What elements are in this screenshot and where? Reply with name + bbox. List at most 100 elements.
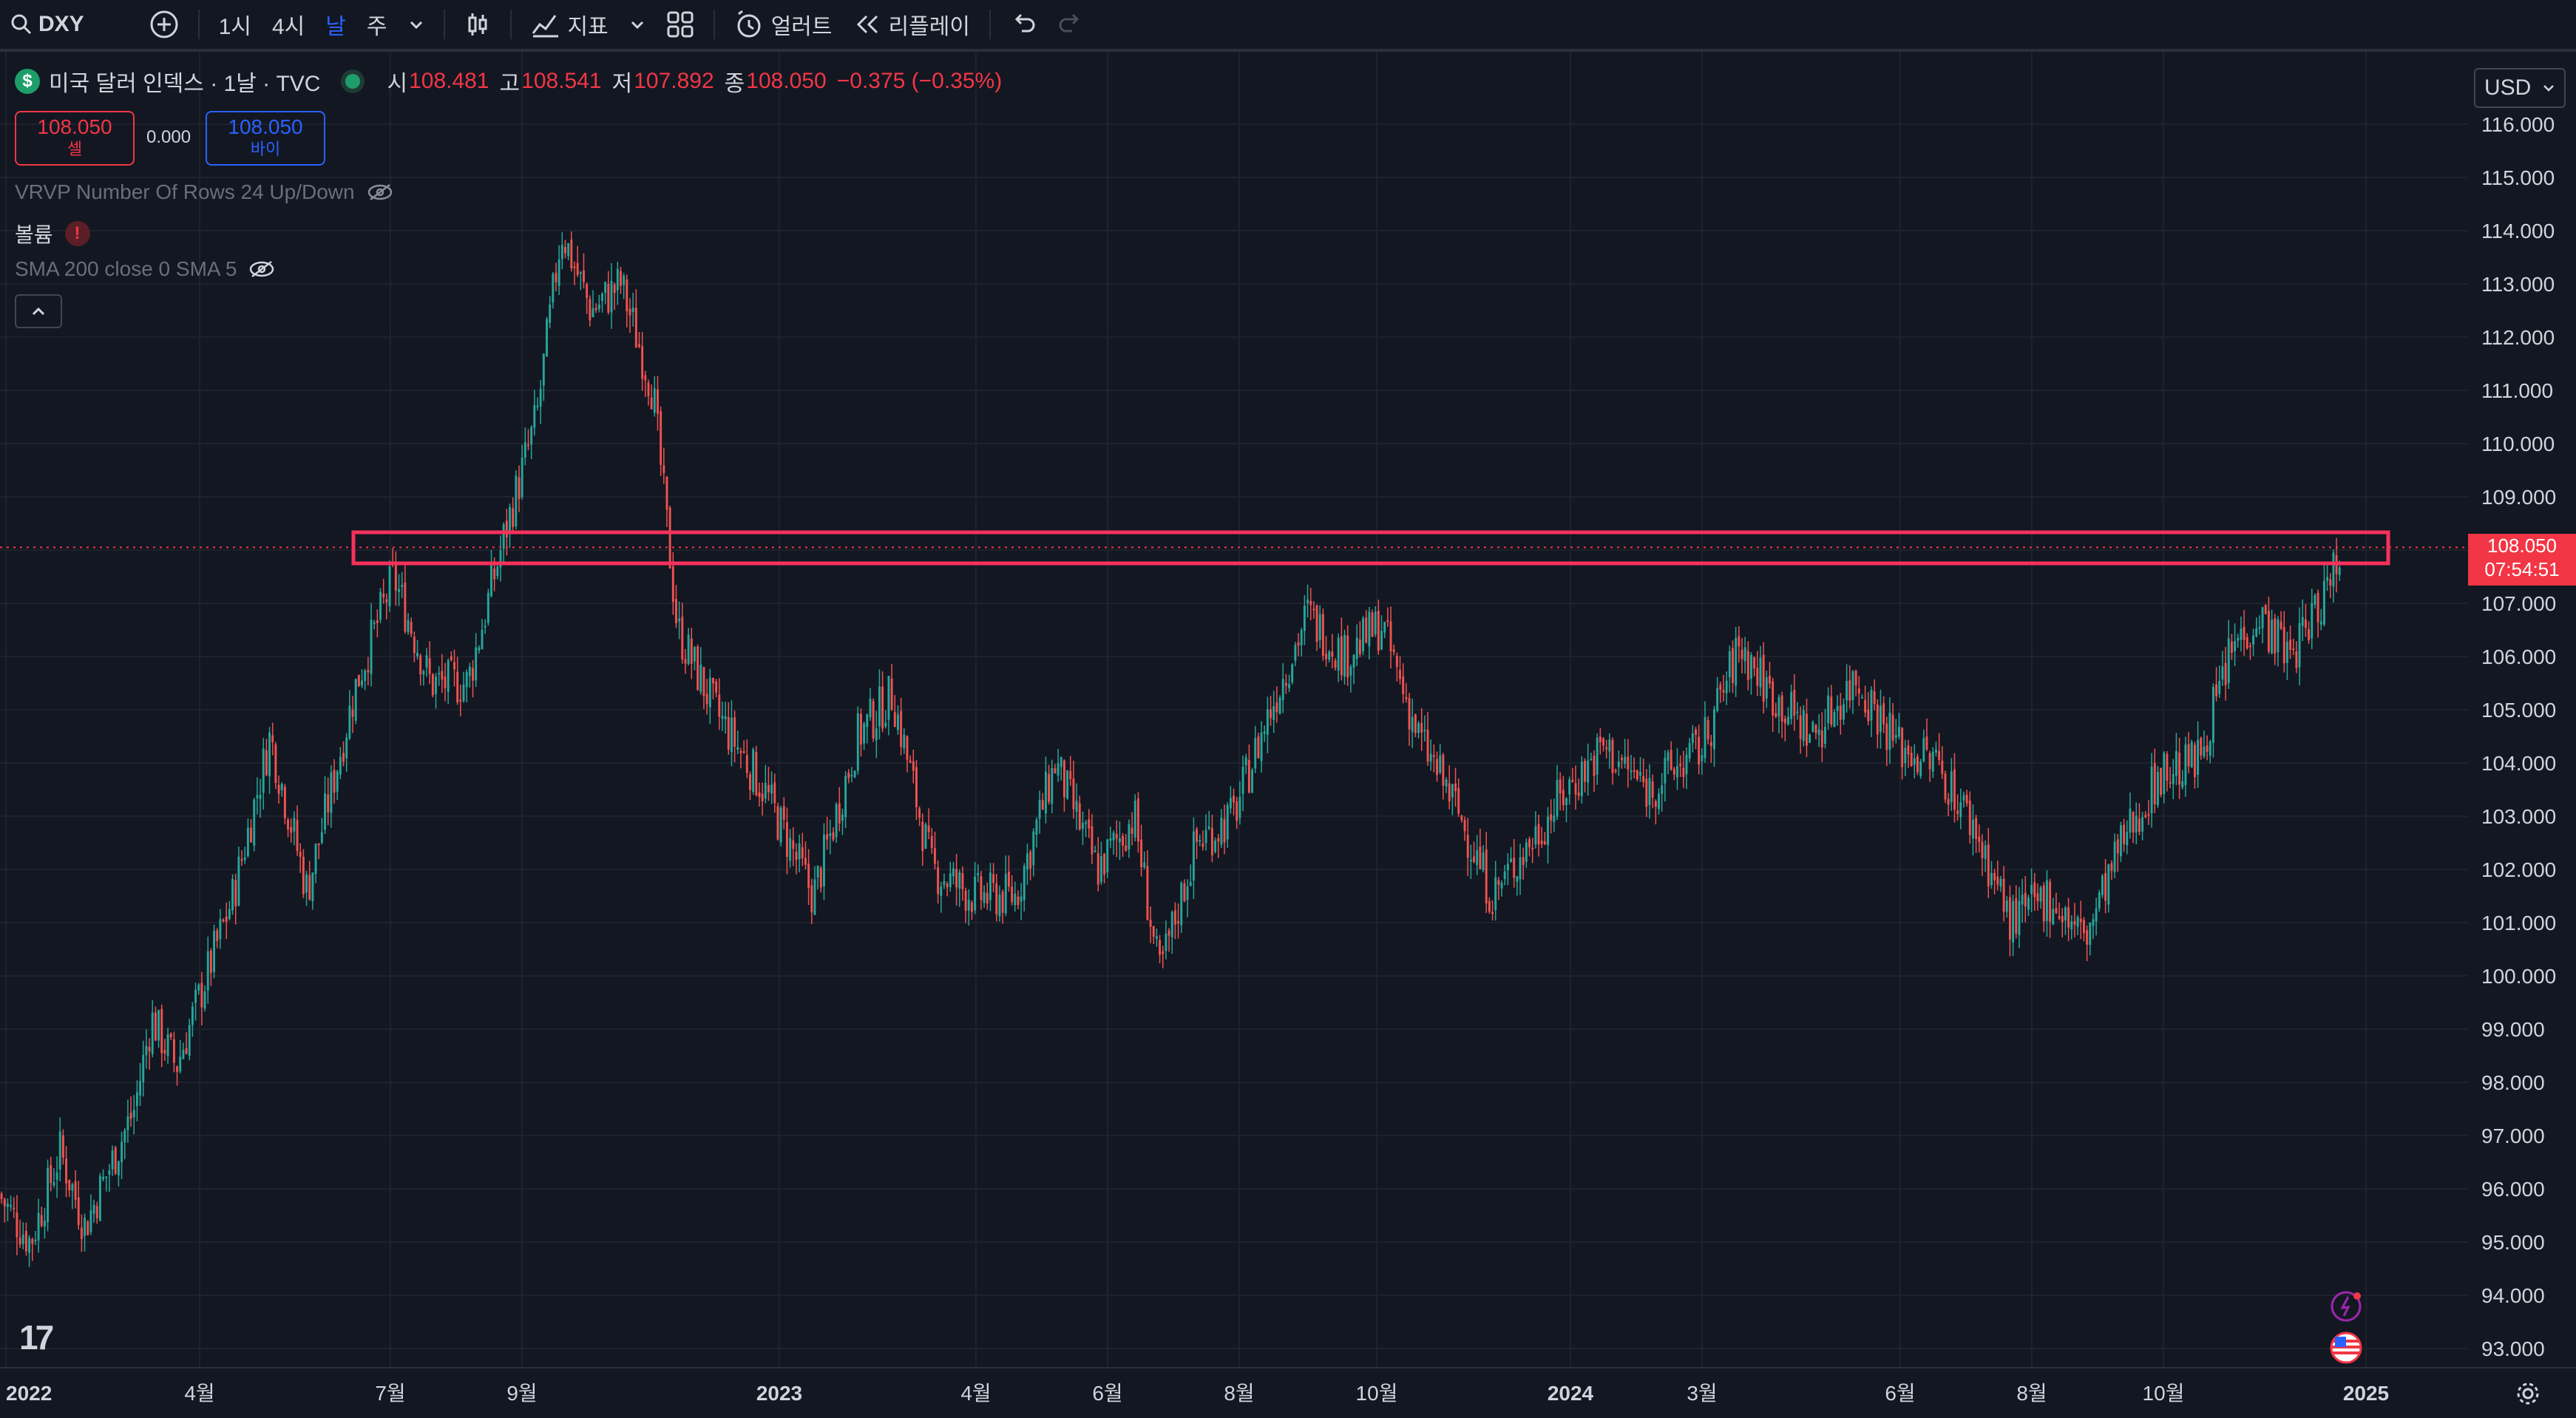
- candle-body: [660, 411, 662, 465]
- chart-type-button[interactable]: [454, 0, 501, 49]
- indicator-volume[interactable]: 볼륨 !: [15, 219, 90, 248]
- candle-body: [1479, 847, 1482, 869]
- eye-hidden-icon[interactable]: [248, 260, 275, 278]
- candle-body: [305, 874, 308, 893]
- candle-body: [2258, 627, 2261, 629]
- candle-body: [705, 693, 708, 705]
- candle-body: [1131, 827, 1133, 834]
- candle-body: [2169, 781, 2172, 784]
- candle-body: [148, 1047, 151, 1052]
- undo-button[interactable]: [1000, 0, 1047, 49]
- currency-selector[interactable]: USD: [2474, 68, 2566, 108]
- symbol-search[interactable]: DXY: [0, 0, 95, 49]
- indicator-sma[interactable]: SMA 200 close 0 SMA 5: [15, 257, 275, 281]
- candle-body: [1048, 773, 1051, 802]
- candle-body: [1654, 801, 1657, 807]
- candle-body: [594, 308, 597, 311]
- price-chart[interactable]: 116.000 115.000 114.000 113.000 112.000 111.0…: [0, 52, 2576, 1418]
- candle-body: [1756, 668, 1759, 686]
- candle-body: [878, 686, 881, 727]
- candle-body: [1608, 739, 1611, 752]
- candle-body: [2282, 626, 2285, 664]
- candle-body: [2175, 750, 2177, 776]
- candle-body: [357, 674, 360, 687]
- candle-body: [1965, 794, 1968, 804]
- candle-body: [1207, 826, 1210, 829]
- candle-body: [810, 885, 813, 912]
- interval-4h[interactable]: 4시: [271, 15, 305, 39]
- candle-body: [80, 1227, 83, 1239]
- candle-body: [1882, 703, 1885, 725]
- candle-body: [927, 825, 930, 832]
- candle-body: [21, 1235, 24, 1244]
- candle-body: [2002, 878, 2005, 912]
- eye-hidden-icon[interactable]: [367, 183, 393, 201]
- candle-body: [182, 1050, 185, 1059]
- candle-body: [2033, 882, 2036, 898]
- interval-1d[interactable]: 날: [325, 15, 346, 39]
- economic-events-button[interactable]: [2329, 1331, 2363, 1365]
- candle-body: [2086, 929, 2089, 945]
- collapse-legend-button[interactable]: [15, 294, 62, 328]
- candle-body: [271, 735, 274, 742]
- alert-button[interactable]: 얼러트: [724, 0, 843, 49]
- replay-button[interactable]: 리플레이: [843, 0, 980, 49]
- candle-body: [2156, 771, 2159, 805]
- candle-body: [1247, 759, 1250, 793]
- candle-body: [835, 804, 838, 838]
- candle-body: [952, 868, 955, 877]
- time-tick-label: 9월: [506, 1382, 537, 1405]
- interval-1w[interactable]: 주: [366, 15, 387, 39]
- price-tick-label: 112.000: [2481, 326, 2555, 349]
- candle-body: [277, 784, 280, 794]
- candle-body: [262, 748, 265, 793]
- indicators-icon: [532, 15, 558, 38]
- redo-button[interactable]: [1047, 0, 1094, 49]
- candle-body: [1334, 660, 1337, 668]
- symbol-title[interactable]: 미국 달러 인덱스 · 1날 · TVC: [49, 72, 321, 96]
- interval-1h[interactable]: 1시: [218, 15, 251, 39]
- candle-body: [1263, 731, 1266, 734]
- chart-settings-button[interactable]: [2511, 1377, 2545, 1411]
- candle-body: [539, 388, 542, 407]
- candle-body: [933, 848, 936, 864]
- close-key: 종: [724, 72, 745, 96]
- candle-body: [1587, 760, 1590, 783]
- interval-dropdown[interactable]: [398, 0, 435, 49]
- candle-body: [1648, 778, 1651, 805]
- candle-body: [2129, 808, 2132, 833]
- candle-body: [1210, 827, 1213, 855]
- candle-body: [1590, 759, 1593, 761]
- candle-body: [792, 840, 795, 849]
- candle-body: [2261, 607, 2264, 628]
- candle-body: [1599, 736, 1601, 742]
- separator: [989, 10, 991, 39]
- indicators-dropdown[interactable]: [619, 0, 656, 49]
- candle-body: [2193, 744, 2196, 778]
- warning-icon[interactable]: !: [64, 221, 90, 246]
- candle-body: [1880, 705, 1882, 732]
- indicators-button[interactable]: 지표: [521, 0, 619, 49]
- candle-body: [2015, 898, 2018, 934]
- layout-button[interactable]: [656, 0, 705, 49]
- candle-body: [336, 771, 339, 792]
- candle-body: [924, 824, 927, 849]
- candle-body: [416, 652, 418, 657]
- candle-body: [2061, 915, 2064, 923]
- alarm-clock-icon: [737, 10, 761, 38]
- candle-body: [2215, 684, 2218, 696]
- candle-body: [1044, 771, 1047, 814]
- indicator-vrvp[interactable]: VRVP Number Of Rows 24 Up/Down: [15, 180, 393, 204]
- candle-body: [764, 782, 767, 799]
- candle-body: [413, 637, 416, 654]
- candle-body: [1436, 759, 1438, 776]
- flash-alert-button[interactable]: [2329, 1289, 2363, 1323]
- candle-body: [742, 751, 745, 753]
- separator: [443, 10, 445, 39]
- buy-button[interactable]: 108.050 바이: [206, 111, 325, 166]
- tradingview-logo[interactable]: 17: [19, 1318, 54, 1357]
- compare-add-button[interactable]: [139, 0, 189, 49]
- price-scale-background[interactable]: [2468, 52, 2576, 1375]
- sell-button[interactable]: 108.050 셀: [15, 111, 135, 166]
- candle-body: [847, 773, 850, 778]
